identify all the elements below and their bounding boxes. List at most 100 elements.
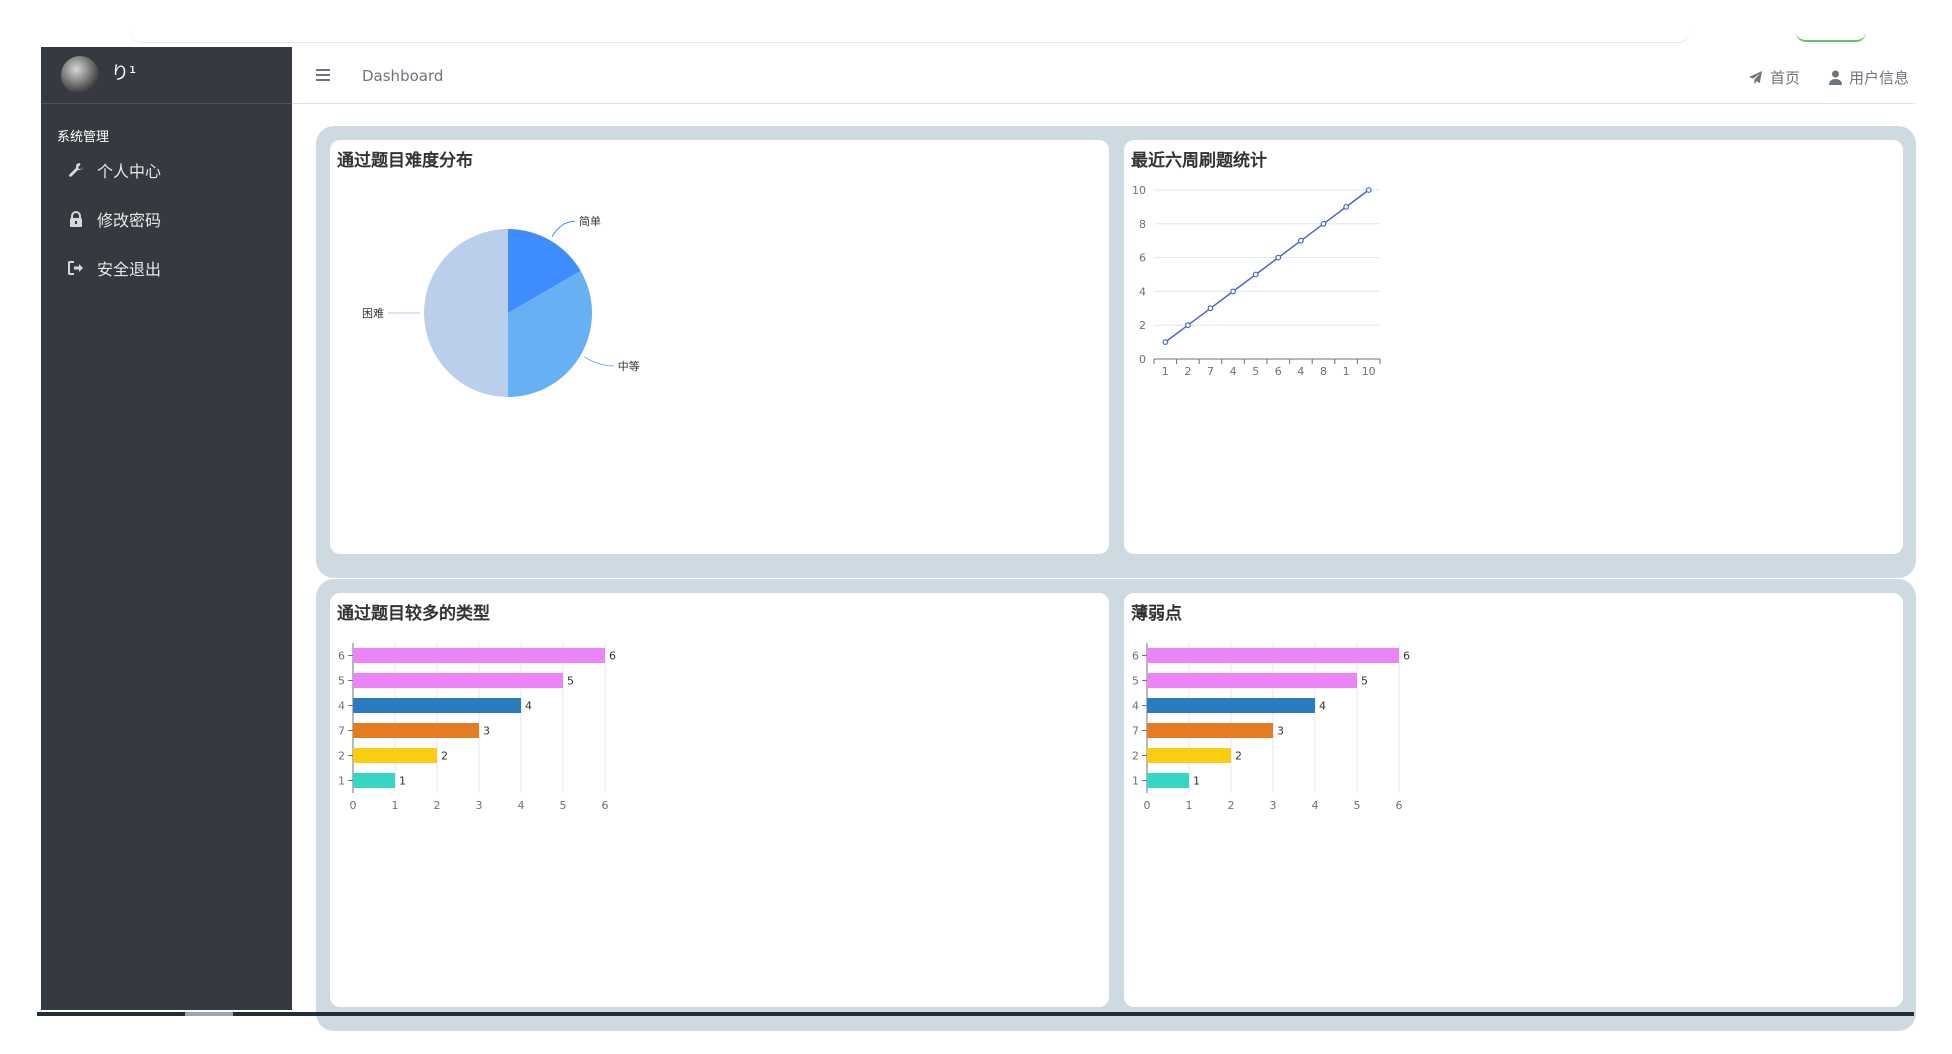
bar: [353, 648, 605, 663]
difficulty-pie-card: 通过题目难度分布 简单 中等 困难: [330, 140, 1109, 554]
line-point: [1343, 203, 1350, 210]
weekly-line-card: 最近六周刷题统计 0 2 4 6 8 10 1 2 7 4 5 6 4 8 1 10: [1124, 140, 1903, 554]
x-tick-label: 4: [1312, 799, 1319, 812]
card-title: 薄弱点: [1131, 604, 1182, 624]
bar: [1147, 673, 1357, 688]
card-title: 最近六周刷题统计: [1131, 151, 1267, 171]
line-point: [1275, 254, 1282, 261]
bar-value-label: 2: [1235, 750, 1242, 763]
wrench-icon: [67, 161, 85, 179]
pie-slice: [424, 229, 508, 397]
bar: [353, 673, 563, 688]
home-link[interactable]: 首页: [1748, 67, 1800, 88]
x-tick-label: 3: [1270, 799, 1277, 812]
bar-value-label: 6: [609, 650, 616, 663]
sidebar-item-profile[interactable]: 个人中心: [41, 145, 292, 194]
sidebar-brand: り¹: [41, 47, 292, 104]
lock-icon: [67, 210, 85, 228]
x-tick-label: 6: [1396, 799, 1403, 812]
bar: [353, 773, 395, 788]
bar-value-label: 4: [1319, 700, 1326, 713]
bar-value-label: 5: [567, 675, 574, 688]
user-name[interactable]: り¹: [111, 63, 137, 84]
x-tick-label: 2: [434, 799, 441, 812]
x-tick-label: 1: [1343, 365, 1350, 378]
user-info-link-label: 用户信息: [1849, 69, 1910, 87]
pie-label: 中等: [618, 359, 640, 373]
sidebar-item-logout[interactable]: 安全退出: [41, 243, 292, 292]
bar-value-label: 1: [1193, 775, 1200, 788]
line-series: [1164, 189, 1370, 343]
line-point: [1162, 339, 1169, 346]
bar: [1147, 748, 1231, 763]
bar-value-label: 2: [441, 750, 448, 763]
user-info-link[interactable]: 用户信息: [1829, 67, 1909, 88]
x-tick-label: 1: [1162, 365, 1169, 378]
top-types-bar-chart[interactable]: 0 1 2 3 4 5 61 12 27 34 45 56 6: [330, 593, 1109, 1007]
y-tick-label: 8: [1139, 218, 1146, 231]
bar-value-label: 6: [1403, 650, 1410, 663]
bar: [1147, 698, 1315, 713]
x-tick-label: 2: [1184, 365, 1191, 378]
y-tick-label: 7: [1132, 725, 1139, 738]
y-tick-label: 1: [1132, 775, 1139, 788]
y-tick-label: 6: [1139, 252, 1146, 265]
x-tick-label: 10: [1362, 365, 1376, 378]
y-tick-label: 1: [338, 775, 345, 788]
breadcrumb[interactable]: Dashboard: [362, 67, 444, 85]
home-link-label: 首页: [1770, 69, 1801, 87]
top-strip-button[interactable]: [1796, 30, 1866, 42]
sidebar-item-change-password[interactable]: 修改密码: [41, 194, 292, 243]
scrollbar-thumb[interactable]: [185, 1012, 233, 1016]
pie-slice: [508, 271, 592, 397]
dashboard-content: 通过题目难度分布 简单 中等 困难 最近六周刷题统计 0 2 4 6 8 10 1 2 7 4 5 6 4 8…: [292, 104, 1916, 1031]
pie-label-line: [551, 220, 576, 238]
sidebar-item-label: 安全退出: [97, 259, 162, 279]
y-tick-label: 2: [1132, 750, 1139, 763]
pie-label-line: [583, 356, 614, 367]
y-tick-label: 6: [338, 650, 345, 663]
y-tick-label: 5: [338, 675, 345, 688]
y-tick-label: 5: [1132, 675, 1139, 688]
weak-points-bar-chart[interactable]: 0 1 2 3 4 5 61 12 27 34 45 56 6: [1124, 593, 1903, 1007]
horizontal-scrollbar[interactable]: [37, 1012, 1914, 1016]
sidebar: り¹ 系统管理 个人中心 修改密码 安全退出: [41, 47, 292, 1010]
y-tick-label: 4: [338, 700, 345, 713]
y-tick-label: 7: [338, 725, 345, 738]
bar: [353, 698, 521, 713]
bar-value-label: 4: [525, 700, 532, 713]
y-tick-label: 2: [1139, 319, 1146, 332]
avatar[interactable]: [61, 56, 99, 94]
x-tick-label: 4: [1297, 365, 1304, 378]
x-tick-label: 3: [476, 799, 483, 812]
bar-value-label: 5: [1361, 675, 1368, 688]
bar-value-label: 3: [483, 725, 490, 738]
x-tick-label: 2: [1228, 799, 1235, 812]
bar: [1147, 723, 1273, 738]
user-icon: [1829, 70, 1842, 85]
sidebar-item-label: 修改密码: [97, 210, 162, 230]
sign-out-icon: [67, 259, 85, 277]
line-point: [1207, 305, 1214, 312]
y-tick-label: 0: [1139, 353, 1146, 366]
pie-slice: [508, 229, 581, 313]
x-tick-label: 0: [1144, 799, 1151, 812]
x-tick-label: 8: [1320, 365, 1327, 378]
chart-row-top: 通过题目难度分布 简单 中等 困难 最近六周刷题统计 0 2 4 6 8 10 1 2 7 4 5 6 4 8…: [316, 126, 1916, 578]
menu-toggle-icon[interactable]: [316, 69, 330, 81]
bar-value-label: 3: [1277, 725, 1284, 738]
x-tick-label: 1: [1186, 799, 1193, 812]
y-tick-label: 4: [1132, 700, 1139, 713]
line-point: [1252, 271, 1259, 278]
card-title: 通过题目较多的类型: [337, 604, 490, 624]
x-tick-label: 5: [1252, 365, 1259, 378]
x-tick-label: 6: [602, 799, 609, 812]
line-point: [1297, 237, 1304, 244]
sidebar-item-label: 个人中心: [97, 161, 162, 181]
paper-plane-icon: [1748, 70, 1763, 85]
bar: [353, 723, 479, 738]
